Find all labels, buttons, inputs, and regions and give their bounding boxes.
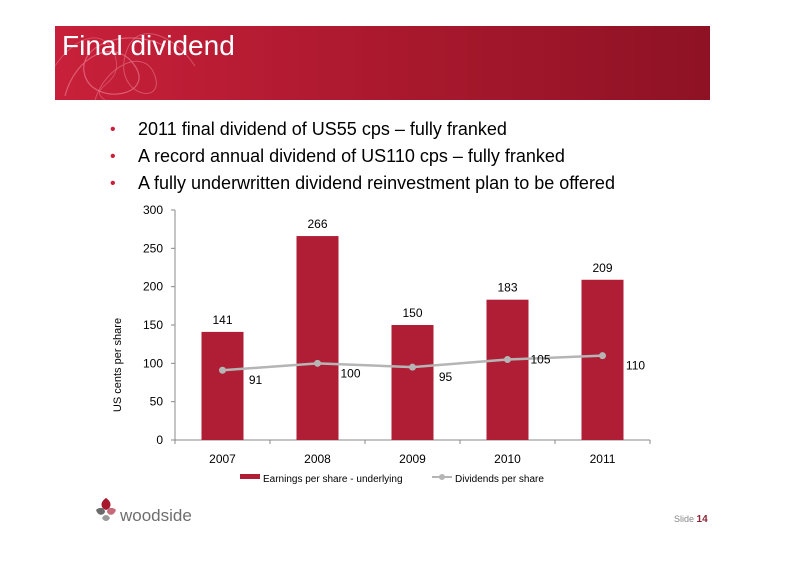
slide-number: 14 [696,514,708,525]
y-tick-label: 50 [150,395,164,409]
x-tick-label: 2007 [209,452,236,466]
x-tick-label: 2011 [590,452,616,466]
bar [296,236,339,440]
bullet-item: • A record annual dividend of US110 cps –… [110,143,615,170]
dividend-point [409,363,416,371]
dividend-point [504,356,511,363]
dividend-data-label: 91 [249,373,263,387]
dividend-data-label: 105 [530,353,550,367]
legend-label-dps: Dividends per share [455,474,544,485]
bullet-icon: • [110,148,116,165]
legend-label-eps: Earnings per share - underlying [263,474,403,485]
bullet-list: • 2011 final dividend of US55 cps – fully… [110,116,615,197]
dividend-data-label: 110 [626,359,645,373]
dividend-data-label: 95 [439,370,453,384]
bullet-item: • A fully underwritten dividend reinvestm… [110,170,615,197]
x-tick-label: 2010 [494,452,521,466]
bullet-text: A record annual dividend of US110 cps – … [138,146,565,166]
bar-data-label: 141 [212,313,232,327]
slide-label: Slide [674,514,695,524]
bullet-text: A fully underwritten dividend reinvestme… [138,173,615,193]
bar-data-label: 209 [592,261,612,275]
bullet-icon: • [110,175,116,192]
slide-title: Final dividend [62,30,235,61]
bar [391,325,434,440]
title-banner [55,26,710,100]
x-tick-label: 2009 [399,452,426,466]
bullet-text: 2011 final dividend of US55 cps – fully … [138,119,507,139]
x-tick-label: 2008 [304,452,331,466]
eps-dividend-chart: 0 50 100 150 200 250 300 2007 2008 2009 2010 2011 US… [112,203,651,485]
dividend-data-label: 100 [340,366,360,380]
bar-data-label: 183 [497,281,517,295]
y-axis-label: US cents per share [112,318,124,412]
bar [201,331,244,440]
swirl-decoration [55,33,196,100]
bar [581,279,624,440]
y-tick-label: 100 [143,356,163,370]
bullet-icon: • [110,121,116,138]
bar-data-label: 150 [402,306,422,320]
y-tick-label: 300 [143,203,163,217]
dividend-point [599,352,606,360]
legend-swatch-dps-marker [439,474,445,480]
bar [486,299,529,440]
y-tick-label: 0 [156,433,163,447]
logo-text: woodside [120,506,192,525]
y-tick-label: 200 [143,280,163,294]
dividend-point [219,366,226,374]
bar-data-label: 266 [307,217,327,231]
woodside-logo-icon [96,498,116,521]
dividend-point [314,359,321,367]
y-tick-label: 150 [143,318,163,332]
bullet-item: • 2011 final dividend of US55 cps – fully… [110,116,615,143]
y-tick-label: 250 [143,241,163,255]
slide-number-label: Slide 14 [674,514,708,525]
legend-swatch-eps [240,474,260,479]
